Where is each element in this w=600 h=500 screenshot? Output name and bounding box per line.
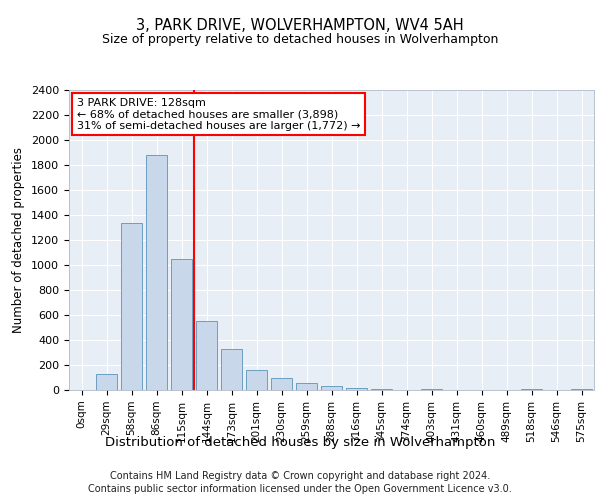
Bar [346,388,367,390]
Bar [246,370,267,390]
Bar [171,259,192,390]
Y-axis label: Number of detached properties: Number of detached properties [13,147,25,333]
Bar [146,155,167,390]
Bar [296,383,317,390]
Bar [96,374,117,390]
Text: Contains public sector information licensed under the Open Government Licence v3: Contains public sector information licen… [88,484,512,494]
Text: Contains HM Land Registry data © Crown copyright and database right 2024.: Contains HM Land Registry data © Crown c… [110,471,490,481]
Bar [121,222,142,390]
Bar [221,349,242,390]
Text: 3, PARK DRIVE, WOLVERHAMPTON, WV4 5AH: 3, PARK DRIVE, WOLVERHAMPTON, WV4 5AH [136,18,464,32]
Bar [271,378,292,390]
Bar [371,389,392,390]
Text: 3 PARK DRIVE: 128sqm
← 68% of detached houses are smaller (3,898)
31% of semi-de: 3 PARK DRIVE: 128sqm ← 68% of detached h… [77,98,361,130]
Text: Size of property relative to detached houses in Wolverhampton: Size of property relative to detached ho… [102,32,498,46]
Bar [321,386,342,390]
Bar [196,322,217,390]
Text: Distribution of detached houses by size in Wolverhampton: Distribution of detached houses by size … [105,436,495,449]
